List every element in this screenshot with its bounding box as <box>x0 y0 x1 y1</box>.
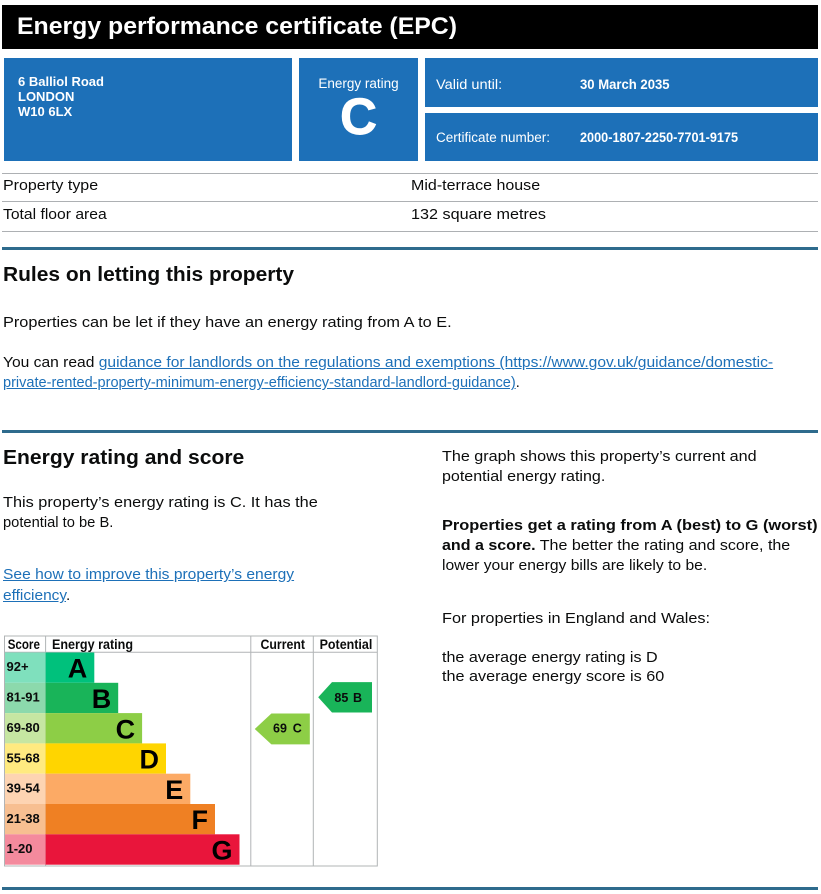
svg-text:21-38: 21-38 <box>7 811 40 826</box>
svg-text:Energy rating: Energy rating <box>52 637 133 652</box>
svg-text:D: D <box>140 745 160 775</box>
svg-text:C: C <box>116 714 136 744</box>
svg-text:A: A <box>68 654 88 684</box>
svg-text:F: F <box>192 805 209 835</box>
svg-text:Score: Score <box>8 637 41 652</box>
svg-text:92+: 92+ <box>7 659 29 674</box>
svg-text:B: B <box>92 684 112 714</box>
svg-text:85: 85 <box>334 691 348 705</box>
svg-text:C: C <box>293 722 302 736</box>
svg-text:55-68: 55-68 <box>7 750 40 765</box>
svg-text:G: G <box>211 836 232 866</box>
svg-text:Current: Current <box>261 637 306 652</box>
svg-text:E: E <box>165 775 183 805</box>
svg-text:81-91: 81-91 <box>7 690 40 705</box>
svg-text:1-20: 1-20 <box>7 841 33 856</box>
svg-text:69-80: 69-80 <box>7 720 40 735</box>
svg-text:Potential: Potential <box>320 637 373 652</box>
svg-text:39-54: 39-54 <box>7 781 41 796</box>
svg-text:69: 69 <box>273 722 287 736</box>
svg-text:B: B <box>353 691 362 705</box>
